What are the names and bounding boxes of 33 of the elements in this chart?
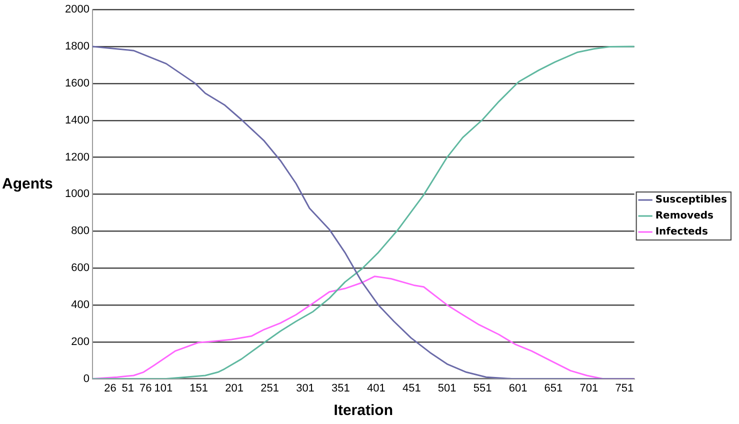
y-tick-label: 800 — [71, 225, 90, 238]
y-tick-label: 1000 — [64, 188, 90, 200]
x-tick-label: 551 — [473, 382, 492, 394]
x-tick-label: 351 — [332, 382, 350, 394]
x-tick-label: 651 — [544, 382, 563, 394]
y-tick-label: 1800 — [64, 40, 90, 53]
x-tick-label: 201 — [225, 382, 244, 394]
legend-label: Removeds — [655, 210, 714, 222]
x-axis-title: Iteration — [334, 402, 393, 420]
x-tick-label: 301 — [296, 382, 314, 394]
y-tick-label: 0 — [83, 372, 90, 385]
x-tick-label: 101 — [154, 382, 173, 394]
x-tick-label: 26 — [104, 382, 116, 394]
x-tick-label: 451 — [402, 382, 421, 394]
y-tick-label: 1400 — [64, 114, 90, 126]
legend-label: Infecteds — [655, 226, 708, 238]
x-tick-label: 401 — [366, 382, 386, 394]
x-tick-label: 151 — [190, 382, 208, 394]
x-tick-label: 76 — [140, 382, 152, 394]
x-tick-label: 701 — [580, 382, 598, 394]
y-tick-label: 200 — [71, 336, 90, 348]
y-tick-label: 600 — [71, 262, 90, 274]
y-axis-title: Agents — [2, 175, 53, 192]
legend-label: Susceptibles — [655, 194, 728, 206]
x-tick-label: 51 — [122, 382, 134, 394]
x-tick-label: 751 — [615, 382, 634, 394]
y-tick-label: 2000 — [64, 4, 90, 16]
x-tick-label: 601 — [508, 382, 528, 394]
y-tick-label: 1200 — [64, 151, 90, 164]
y-tick-label: 1600 — [64, 77, 90, 90]
x-tick-label: 501 — [438, 382, 456, 394]
x-tick-label: 251 — [260, 382, 279, 394]
y-tick-label: 400 — [71, 298, 90, 311]
